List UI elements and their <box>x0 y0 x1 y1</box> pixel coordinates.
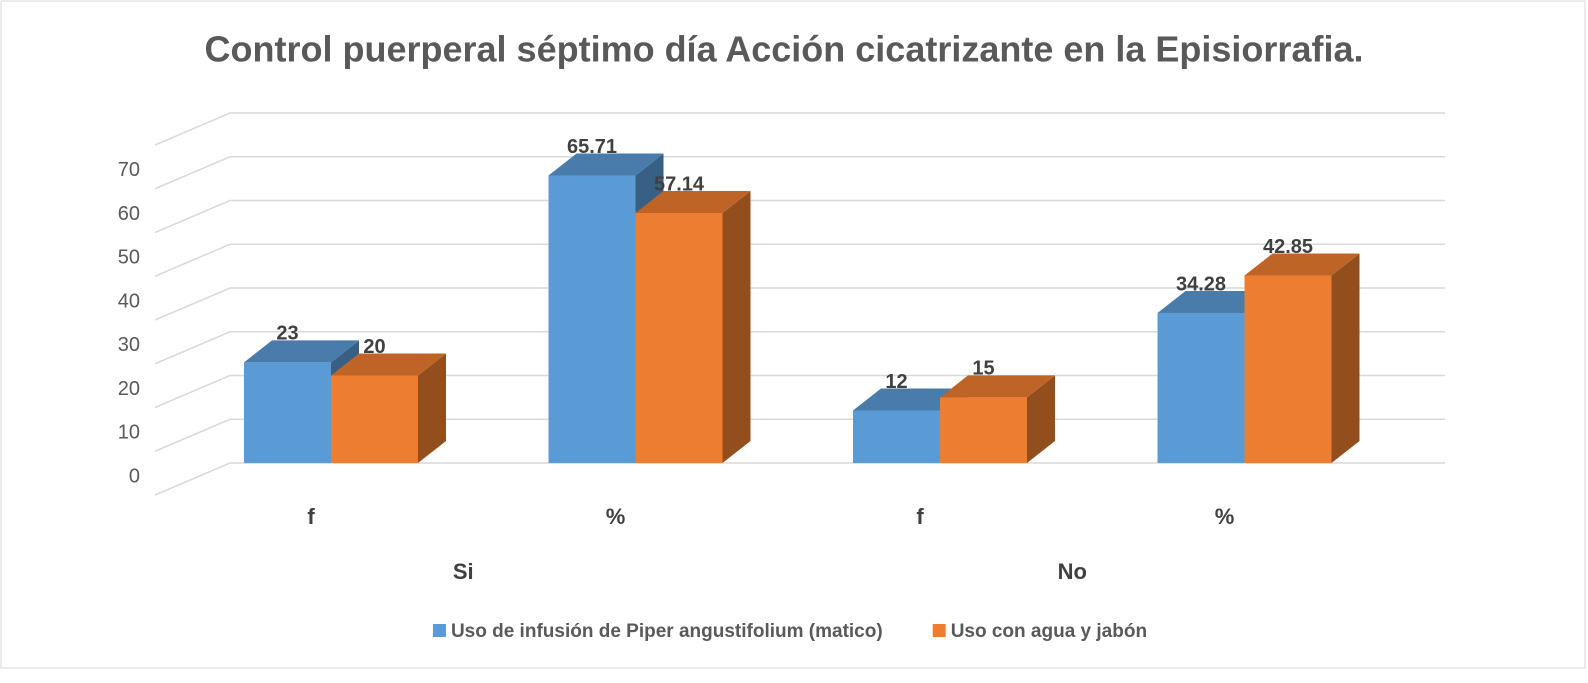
bar-side <box>722 191 751 463</box>
bar <box>635 213 723 463</box>
data-label: 34.28 <box>1176 273 1226 295</box>
group-label: Si <box>453 559 474 584</box>
x-tick-label: f <box>307 504 315 529</box>
y-tick-label: 10 <box>118 422 140 444</box>
y-tick-label: 0 <box>129 465 140 487</box>
bar-side <box>1027 375 1055 463</box>
data-label: 57.14 <box>654 173 705 195</box>
bar-side <box>418 353 446 463</box>
y-tick-label: 20 <box>118 378 140 400</box>
data-label: 65.71 <box>567 136 617 158</box>
grid-line <box>154 331 1445 365</box>
bar-top <box>548 153 664 176</box>
grid-line <box>154 199 1445 234</box>
bar-top <box>1244 253 1360 276</box>
y-tick-label: 60 <box>118 203 140 225</box>
bar <box>940 397 1027 463</box>
legend-label: Uso con agua y jabón <box>951 621 1147 642</box>
bar-top <box>635 191 751 214</box>
bar-top <box>244 340 359 363</box>
group-label: No <box>1058 559 1087 584</box>
y-tick-label: 40 <box>118 290 140 312</box>
grid-line <box>154 462 1445 496</box>
grid-line <box>154 243 1445 277</box>
bar <box>331 375 418 463</box>
y-tick-label: 30 <box>118 334 140 356</box>
bar <box>853 410 940 463</box>
bar <box>1157 313 1245 463</box>
bar-side <box>1331 253 1360 463</box>
legend-swatch <box>932 624 946 637</box>
y-tick-label: 70 <box>118 159 140 181</box>
bar-top <box>853 388 968 411</box>
grid-line <box>154 112 1445 146</box>
bar <box>548 175 636 464</box>
x-tick-label: % <box>1215 504 1235 529</box>
bar <box>1244 275 1332 463</box>
grid-line <box>154 287 1445 321</box>
grid-line <box>154 156 1445 190</box>
bar-top <box>940 375 1055 398</box>
x-tick-label: % <box>606 504 626 529</box>
legend-swatch <box>432 624 446 637</box>
legend-label: Uso de infusión de Piper angustifolium (… <box>451 621 883 642</box>
bar <box>244 362 331 463</box>
data-label: 23 <box>276 323 298 345</box>
bar-top <box>1157 291 1273 314</box>
bar-top <box>331 353 446 376</box>
x-tick-label: f <box>916 504 924 529</box>
y-tick-label: 50 <box>118 247 140 269</box>
data-label: 42.85 <box>1263 236 1313 258</box>
data-label: 20 <box>363 336 385 358</box>
data-label: 12 <box>885 371 907 393</box>
chart-title: Control puerperal séptimo día Acción cic… <box>205 29 1364 70</box>
data-label: 15 <box>972 358 994 380</box>
